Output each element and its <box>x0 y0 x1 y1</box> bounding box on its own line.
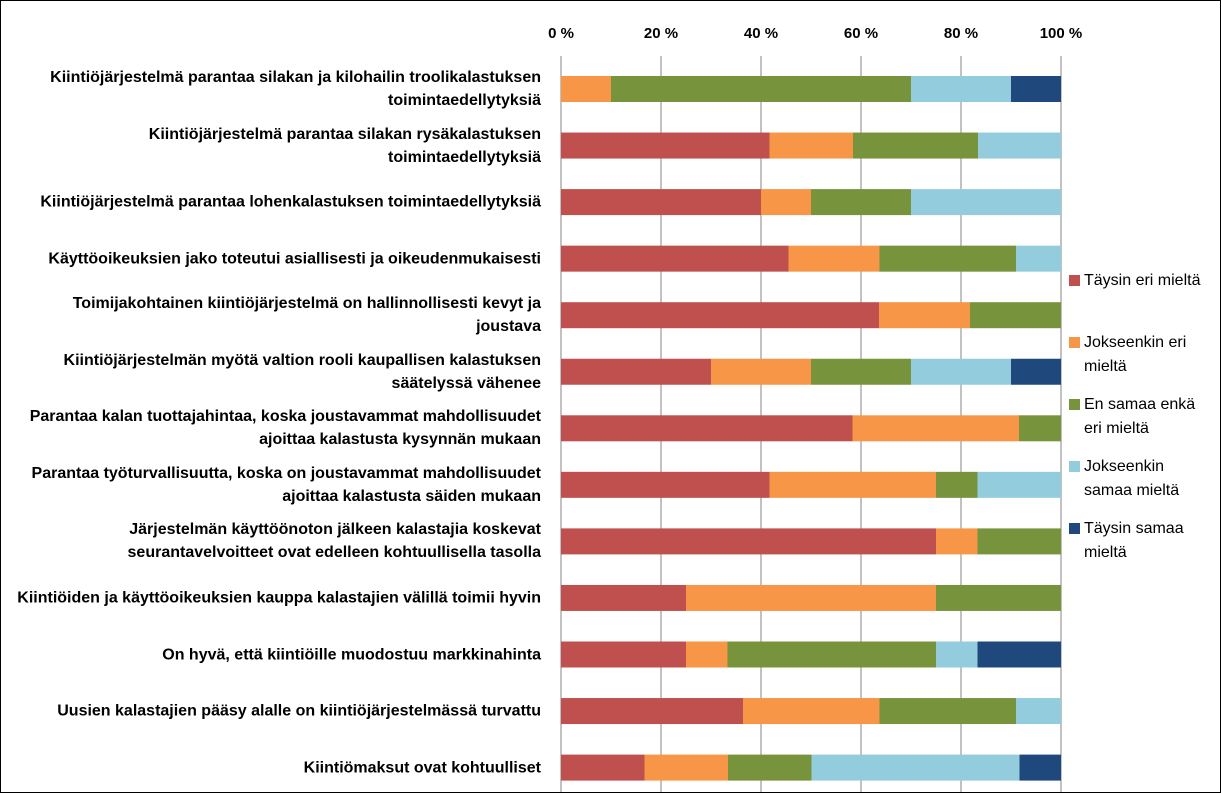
bar-segment <box>788 245 880 272</box>
category-label: Toimijakohtainen kiintiöjärjestelmä on h… <box>72 295 541 336</box>
bar-segment <box>561 132 770 159</box>
legend-label: Täysin samaa mieltä <box>1084 520 1184 561</box>
category-label: Kiintiömaksut ovat kohtuulliset <box>303 759 541 777</box>
category-label: On hyvä, että kiintiöille muodostuu mark… <box>162 646 541 663</box>
bar-segment <box>769 132 853 159</box>
bar-segment <box>561 641 686 668</box>
bar-segment <box>911 189 1061 216</box>
legend-swatch <box>1069 523 1080 534</box>
bar-segment <box>811 189 911 216</box>
bar-segment <box>911 358 1011 385</box>
bar-segment <box>977 528 1061 555</box>
category-label: Käyttöoikeuksien jako toteutui asiallise… <box>48 250 541 268</box>
x-tick-label: 100 % <box>1040 25 1083 42</box>
bar-segment <box>1019 415 1061 442</box>
bar-segment <box>879 245 1016 272</box>
bar-segment <box>561 302 879 329</box>
bar-segment <box>611 76 911 102</box>
bar-segment <box>711 358 811 385</box>
legend-label: Jokseenkin eri mieltä <box>1084 334 1187 375</box>
bar-segment <box>936 584 1061 611</box>
category-label: Kiintiöiden ja käyttöoikeuksien kauppa k… <box>17 589 541 607</box>
bar-segment <box>561 584 686 611</box>
bar-segment <box>561 698 743 725</box>
bar-segment <box>561 754 645 781</box>
bar-segment <box>561 189 761 216</box>
category-label: Kiintiöjärjestelmä parantaa silakan rysä… <box>148 125 541 166</box>
bar-segment <box>978 132 1061 159</box>
category-label: Järjestelmän käyttöönoton jälkeen kalast… <box>127 521 541 562</box>
x-tick-label: 20 % <box>644 25 678 42</box>
category-label: Parantaa työturvallisuutta, koska on jou… <box>31 464 541 505</box>
bar-segment <box>936 471 978 498</box>
bar-segment <box>811 754 1020 781</box>
bar-segment <box>561 471 770 498</box>
category-label: Kiintiöjärjestelmä parantaa silakan ja k… <box>50 69 541 109</box>
bar-segment <box>977 641 1061 668</box>
bar-segment <box>936 641 978 668</box>
bar-segment <box>811 358 911 385</box>
bar-segment <box>761 189 811 216</box>
bar-segment <box>644 754 728 781</box>
bar-segment <box>743 698 880 725</box>
legend-label: Täysin eri mieltä <box>1084 272 1201 289</box>
bar-segment <box>1016 245 1061 272</box>
legend-label: Jokseenkin samaa mieltä <box>1084 458 1180 499</box>
x-tick-label: 40 % <box>744 25 778 42</box>
bar-segment <box>561 358 711 385</box>
bar-segment <box>879 302 970 329</box>
legend-swatch <box>1069 399 1080 410</box>
x-tick-label: 60 % <box>844 25 878 42</box>
bar-segment <box>561 76 611 102</box>
bar-segment <box>852 415 1019 442</box>
bar-segment <box>727 641 936 668</box>
bar-segment <box>769 471 936 498</box>
bar-segment <box>686 584 936 611</box>
category-label: Kiintiöjärjestelmä parantaa lohenkalastu… <box>40 193 541 211</box>
legend-swatch <box>1069 337 1080 348</box>
bar-segment <box>977 471 1061 498</box>
bar-segment <box>911 76 1011 102</box>
bar-segment <box>970 302 1061 329</box>
bar-segment <box>1011 76 1061 102</box>
bar-segment <box>1011 358 1061 385</box>
legend-swatch <box>1069 275 1080 286</box>
bar-segment <box>1019 754 1061 781</box>
legend-swatch <box>1069 461 1080 472</box>
x-tick-label: 0 % <box>548 25 574 42</box>
bar-segment <box>686 641 728 668</box>
category-label: Kiintiöjärjestelmän myötä valtion rooli … <box>63 351 541 392</box>
bar-segment <box>879 698 1016 725</box>
legend-label: En samaa enkä eri mieltä <box>1084 396 1196 437</box>
bar-segment <box>936 528 978 555</box>
bar-segment <box>853 132 978 159</box>
bar-segment <box>728 754 812 781</box>
bar-segment <box>561 245 789 272</box>
bar-segment <box>1016 698 1061 725</box>
bar-segment <box>561 415 853 442</box>
x-tick-label: 80 % <box>944 25 978 42</box>
bar-segment <box>561 528 936 555</box>
category-label: Parantaa kalan tuottajahintaa, koska jou… <box>29 408 541 449</box>
category-label: Uusien kalastajien pääsy alalle on kiint… <box>57 702 541 720</box>
